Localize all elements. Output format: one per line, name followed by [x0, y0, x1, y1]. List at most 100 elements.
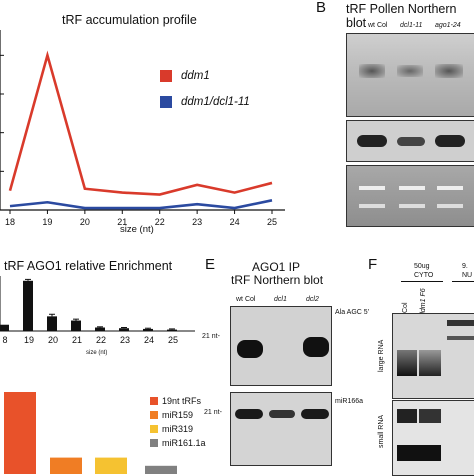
- band: [235, 409, 263, 419]
- band: [397, 350, 417, 376]
- blot-f-large-rna: [392, 313, 474, 399]
- panel-a-title: tRF accumulation profile: [62, 13, 197, 27]
- bar: [71, 320, 81, 331]
- band: [359, 186, 385, 190]
- x-tick-label: 23: [192, 217, 202, 227]
- band: [269, 410, 295, 418]
- x-tick-label: 18: [5, 217, 15, 227]
- legend-swatch: [150, 439, 158, 447]
- bar: [145, 465, 177, 474]
- bar: [95, 327, 105, 331]
- band: [447, 320, 474, 326]
- legend-label: miR159: [162, 410, 194, 420]
- x-tick-label: 23: [120, 335, 130, 345]
- lane-label-ddm1-f6: ddm1 F6: [420, 288, 427, 316]
- bar: [143, 328, 153, 331]
- band: [301, 409, 329, 419]
- band: [419, 409, 441, 423]
- legend-label: miR161.1a: [162, 438, 206, 448]
- legend-swatch: [150, 425, 158, 433]
- panel-b-letter: B: [316, 0, 327, 16]
- x-tick-label: 24: [144, 335, 154, 345]
- panel-d-bar-chart: 8 19 20 21 22 23 24 25: [0, 276, 195, 345]
- lane-label-dcl1-11: dcl1-11: [400, 22, 423, 29]
- lane-label-ago1-24: ago1-24: [435, 22, 461, 29]
- panel-a-x-label: size (nt): [120, 224, 154, 235]
- bar: [47, 316, 57, 331]
- band: [437, 186, 463, 190]
- legend-label: 19nt tRFs: [162, 396, 202, 406]
- band: [397, 137, 425, 146]
- band: [435, 135, 465, 147]
- blot-f-small-rna: [392, 400, 474, 476]
- row-label-large-rna: large RNA: [378, 339, 385, 372]
- legend-item-ddm1-dcl1-11: ddm1/dcl1-11: [160, 96, 250, 108]
- band: [359, 64, 385, 78]
- panel-e-letter: E: [205, 256, 216, 273]
- group-label-9: 9.: [462, 263, 468, 270]
- legend-label: ddm1/dcl1-11: [181, 96, 250, 108]
- legend-item-mir161-1a: miR161.1a: [150, 438, 206, 448]
- x-tick-label: 22: [96, 335, 106, 345]
- lane-label-dcl2: dcl2: [306, 296, 319, 303]
- panel-b-title: tRF Pollen Northern blot: [346, 2, 457, 30]
- series-line-ddm1-dcl1-11: [9, 199, 273, 210]
- band: [435, 64, 463, 78]
- x-tick-label: 25: [267, 217, 277, 227]
- band: [397, 409, 417, 423]
- panel-e-title-1: AGO1 IP: [252, 260, 301, 274]
- band: [399, 204, 425, 208]
- legend-item-mir159: miR159: [150, 410, 193, 420]
- group-bracket: [401, 281, 443, 282]
- group-label-nu: NU: [462, 272, 473, 279]
- x-tick-label: 25: [168, 335, 178, 345]
- probe-label-mir166a: miR166a: [335, 398, 364, 405]
- panel-d-title: tRF AGO1 relative Enrichment: [4, 259, 173, 273]
- legend-item-mir319: miR319: [150, 424, 193, 434]
- band: [357, 135, 387, 147]
- band: [447, 336, 474, 340]
- legend-label: miR319: [162, 424, 194, 434]
- blot-b-loading: [346, 165, 474, 227]
- marker-21nt: 21 nt-: [202, 333, 220, 340]
- band: [359, 204, 385, 208]
- band: [419, 350, 441, 376]
- band: [399, 186, 425, 190]
- legend-swatch: [160, 96, 172, 108]
- x-tick-label: 19: [24, 335, 34, 345]
- legend-item-ddm1: ddm1: [160, 70, 210, 82]
- blot-e-top: [230, 306, 332, 386]
- band: [397, 65, 423, 77]
- panel-d-comparison-bars: [4, 392, 177, 474]
- blot-e-bottom: [230, 392, 332, 466]
- x-tick-label: 21: [117, 217, 127, 227]
- band: [437, 204, 463, 208]
- blot-b-middle: [346, 120, 474, 162]
- panel-e-title-2: tRF Northern blot: [231, 273, 324, 287]
- blot-b-top: [346, 33, 474, 117]
- legend-label: ddm1: [181, 70, 210, 82]
- bar: [0, 324, 9, 331]
- x-tick-label: 19: [42, 217, 52, 227]
- bar: [50, 457, 82, 474]
- band: [397, 445, 441, 461]
- lane-label-wt-col: wt Col: [368, 22, 388, 29]
- legend-swatch: [150, 411, 158, 419]
- x-tick-label: 20: [48, 335, 58, 345]
- x-tick-label: 24: [230, 217, 240, 227]
- x-tick-label: 22: [155, 217, 165, 227]
- lane-label-wt-col: wt Col: [236, 296, 256, 303]
- lane-label-dcl1: dcl1: [274, 296, 287, 303]
- panel-a-line-chart: 18 19 20 21 22 23 24 25: [0, 30, 285, 227]
- bar: [95, 457, 127, 474]
- group-bracket: [452, 281, 474, 282]
- legend-item-19nt-trfs: 19nt tRFs: [150, 396, 201, 406]
- group-label-cyto: CYTO: [414, 272, 434, 279]
- band: [237, 340, 263, 358]
- row-label-small-rna: small RNA: [378, 414, 385, 448]
- legend-swatch: [150, 397, 158, 405]
- panel-f-letter: F: [368, 256, 378, 273]
- marker-21nt: 21 nt-: [204, 409, 222, 416]
- bar: [119, 328, 129, 331]
- band: [303, 337, 329, 357]
